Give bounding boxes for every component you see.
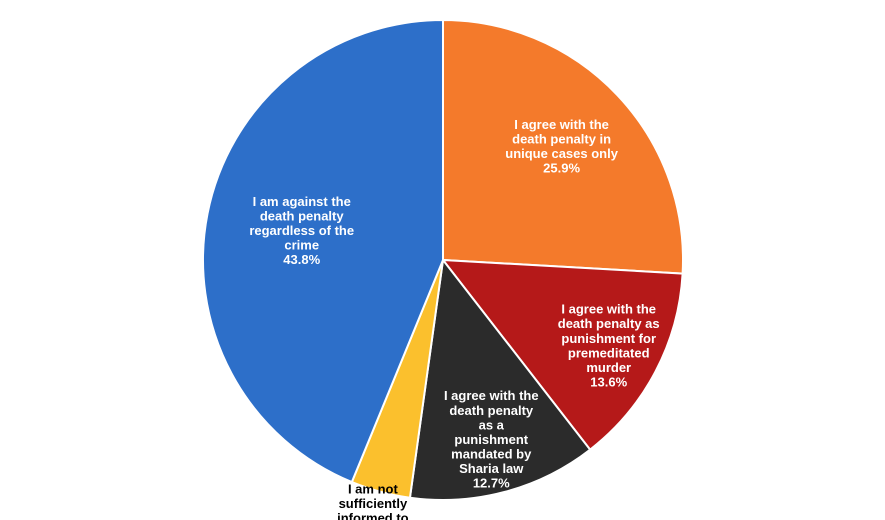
- pie-chart-container: I agree with thedeath penalty inunique c…: [0, 0, 885, 520]
- pie-chart: I agree with thedeath penalty inunique c…: [0, 0, 885, 520]
- pie-slices: [203, 20, 683, 500]
